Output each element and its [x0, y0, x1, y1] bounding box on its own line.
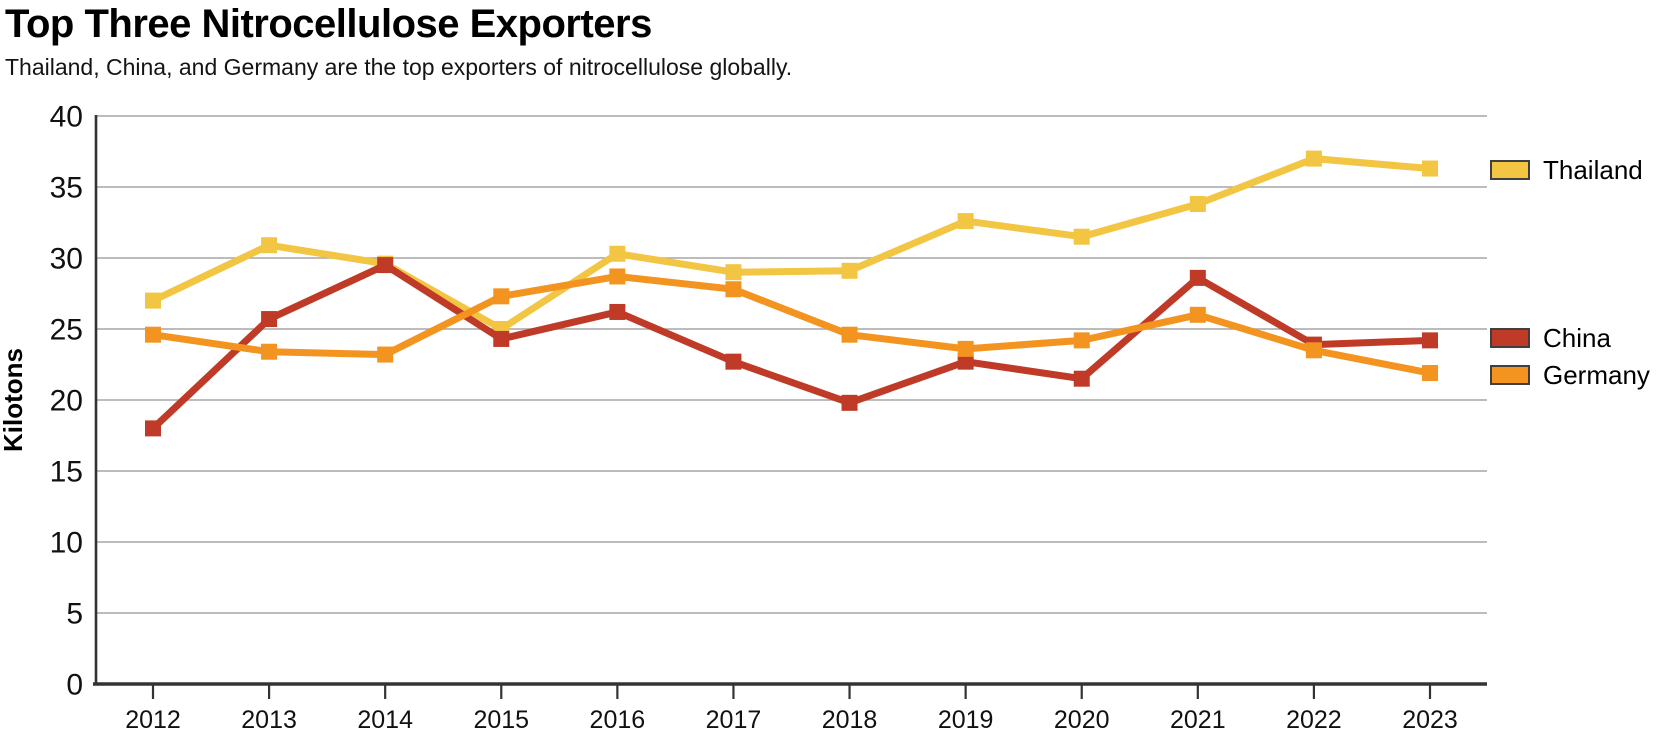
- marker-china-2018: [841, 394, 858, 411]
- marker-thailand-2021: [1189, 196, 1206, 213]
- legend-label-china: China: [1543, 322, 1611, 353]
- marker-thailand-2023: [1422, 160, 1438, 177]
- marker-thailand-2013: [261, 237, 278, 254]
- marker-thailand-2020: [1073, 228, 1090, 245]
- line-germany: [152, 272, 1431, 377]
- marker-thailand-2019: [957, 213, 974, 230]
- y-axis-label-5: 5: [66, 598, 83, 631]
- legend-item-thailand: Thailand: [1490, 155, 1643, 185]
- marker-china-2013: [261, 311, 278, 328]
- marker-thailand-2012: [145, 292, 161, 309]
- legend-item-germany: Germany: [1490, 360, 1650, 390]
- legend-swatch-germany: [1490, 365, 1530, 385]
- marker-thailand-2022: [1305, 150, 1322, 167]
- page-subtitle: Thailand, China, and Germany are the top…: [5, 54, 793, 80]
- legend-item-china: China: [1490, 323, 1611, 353]
- y-axis-label-20: 20: [50, 385, 83, 418]
- x-axis-label-2013: 2013: [241, 706, 297, 734]
- x-axis-label-2016: 2016: [590, 706, 646, 734]
- x-axis-label-2020: 2020: [1054, 706, 1110, 734]
- y-axis-label-40: 40: [50, 101, 83, 134]
- y-axis-title: Kilotons: [0, 348, 28, 452]
- marker-germany-2017: [725, 281, 742, 298]
- page-title: Top Three Nitrocellulose Exporters: [5, 2, 652, 46]
- y-axis-label-30: 30: [50, 243, 83, 276]
- marker-germany-2014: [377, 346, 394, 363]
- line-china: [150, 261, 1431, 431]
- marker-germany-2021: [1189, 306, 1206, 323]
- y-axis-label-15: 15: [50, 456, 83, 489]
- x-axis-label-2017: 2017: [706, 706, 762, 734]
- marker-china-2023: [1422, 332, 1438, 349]
- marker-china-2014: [377, 257, 394, 274]
- legend-swatch-china: [1490, 328, 1530, 348]
- y-axis-label-25: 25: [50, 314, 83, 347]
- marker-china-2015: [493, 330, 510, 347]
- marker-germany-2020: [1073, 332, 1090, 349]
- x-axis-label-2018: 2018: [822, 706, 878, 734]
- marker-china-2016: [609, 303, 626, 320]
- x-axis-label-2019: 2019: [938, 706, 994, 734]
- y-axis-label-35: 35: [50, 172, 83, 205]
- marker-germany-2023: [1422, 365, 1438, 382]
- marker-thailand-2018: [841, 262, 858, 279]
- legend-label-thailand: Thailand: [1543, 154, 1643, 185]
- marker-china-2021: [1189, 269, 1206, 286]
- marker-thailand-2016: [609, 245, 626, 262]
- marker-thailand-2017: [725, 264, 742, 281]
- marker-germany-2015: [493, 288, 510, 305]
- x-axis-label-2015: 2015: [473, 706, 529, 734]
- x-axis-label-2012: 2012: [125, 706, 181, 734]
- marker-china-2017: [725, 353, 742, 370]
- marker-germany-2016: [609, 268, 626, 285]
- marker-china-2012: [145, 420, 161, 437]
- legend-label-germany: Germany: [1543, 359, 1650, 390]
- marker-germany-2018: [841, 326, 858, 343]
- x-axis-label-2014: 2014: [357, 706, 413, 734]
- marker-germany-2012: [145, 326, 161, 343]
- marker-germany-2019: [957, 340, 974, 357]
- marker-china-2019: [957, 353, 974, 370]
- marker-germany-2013: [261, 343, 278, 360]
- marker-germany-2022: [1305, 342, 1322, 359]
- marker-china-2020: [1073, 370, 1090, 387]
- x-axis-label-2022: 2022: [1286, 706, 1342, 734]
- y-axis-label-0: 0: [66, 669, 83, 702]
- x-axis-label-2023: 2023: [1402, 706, 1458, 734]
- legend-swatch-thailand: [1490, 160, 1530, 180]
- line-thailand: [151, 155, 1431, 333]
- y-axis-label-10: 10: [50, 527, 83, 560]
- x-axis-label-2021: 2021: [1170, 706, 1226, 734]
